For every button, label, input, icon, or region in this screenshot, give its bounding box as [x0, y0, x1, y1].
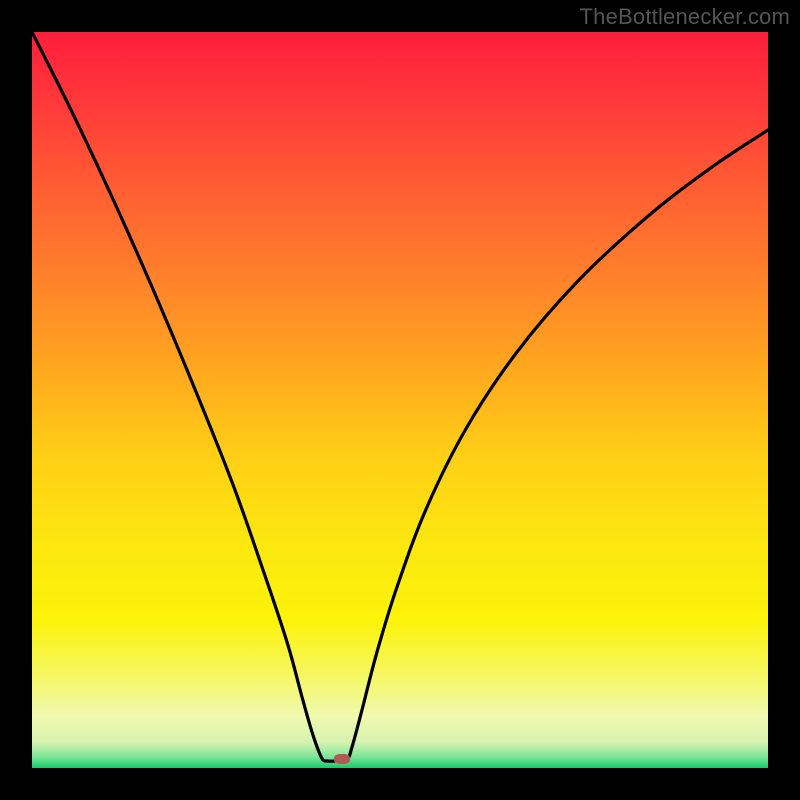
chart-frame: TheBottlenecker.com	[0, 0, 800, 800]
minimum-marker	[334, 754, 350, 764]
plot-area	[32, 32, 768, 768]
watermark-text: TheBottlenecker.com	[580, 4, 790, 30]
curve-svg	[32, 32, 768, 768]
bottleneck-curve	[32, 32, 768, 761]
